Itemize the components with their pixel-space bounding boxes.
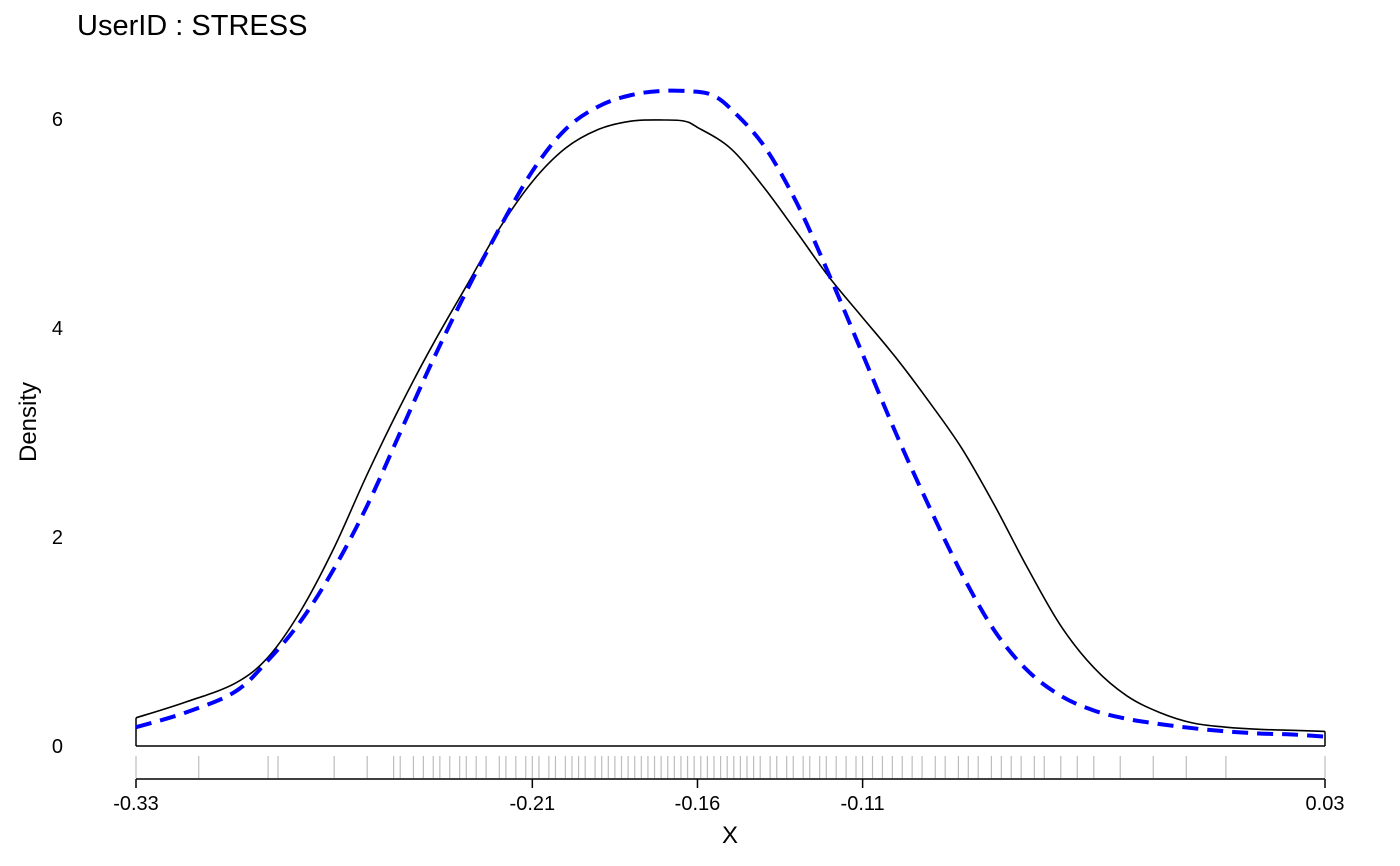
- y-tick-label: 2: [52, 527, 63, 549]
- x-tick-label: -0.33: [113, 793, 159, 815]
- y-tick-label: 6: [52, 109, 63, 131]
- rug-layer: [135, 756, 1326, 778]
- x-axis-ticks: -0.33 -0.21 -0.16 -0.11 0.03: [113, 779, 1344, 815]
- x-axis-label: X: [722, 822, 738, 849]
- x-tick-label: 0.03: [1306, 793, 1345, 815]
- x-tick-label: -0.11: [841, 793, 885, 815]
- chart-title: UserID : STRESS: [77, 10, 308, 42]
- series-layer: [135, 88, 1326, 739]
- y-tick-label: 4: [52, 318, 63, 340]
- y-tick-label: 0: [52, 736, 63, 758]
- y-axis-ticks: 0 2 4 6: [52, 109, 63, 758]
- y-axis-label: Density: [15, 382, 42, 462]
- x-tick-label: -0.16: [675, 793, 721, 815]
- solid-density-curve: [135, 119, 1326, 733]
- dashed-density-curve: [135, 88, 1326, 739]
- x-tick-label: -0.21: [510, 793, 556, 815]
